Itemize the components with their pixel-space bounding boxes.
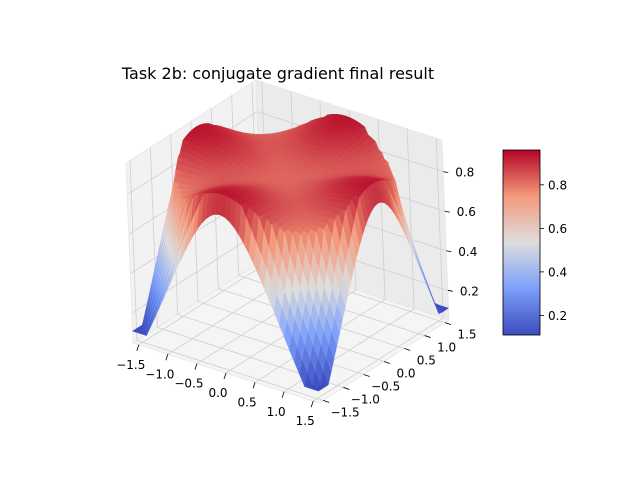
colorbar: 0.2 0.4 0.6 0.8 [503,150,567,335]
y-tick-mark-3 [384,362,390,364]
colorbar-tick-label-1: 0.4 [548,265,567,279]
x-tick-mark-1 [166,354,168,360]
x-tick-mark-0 [137,345,139,351]
z-tick-label-2: 0.6 [457,205,476,219]
z-tick-mark-3 [443,172,448,173]
colorbar-tick-label-3: 0.8 [548,178,567,192]
y-tick-label-2: −0.5 [371,379,400,393]
y-tick-label-4: 0.5 [417,354,436,368]
colorbar-tick-label-2: 0.6 [548,222,567,236]
y-tick-label-3: 0.0 [396,367,415,381]
x-tick-mark-3 [224,373,226,379]
colorbar-tick-label-0: 0.2 [548,309,567,323]
x-tick-label-4: 0.5 [238,395,257,409]
z-tick-label-1: 0.4 [458,245,477,259]
x-tick-label-2: −0.5 [174,377,203,391]
z-tick-mark-0 [448,290,453,291]
y-tick-mark-2 [364,374,370,376]
z-tick-mark-2 [445,211,450,212]
z-tick-label-3: 0.8 [455,166,474,180]
y-tick-mark-4 [404,349,410,351]
x-tick-mark-2 [195,364,197,370]
y-tick-mark-0 [323,400,329,402]
x-tick-mark-6 [311,401,313,407]
x-tick-mark-4 [253,382,255,388]
y-tick-mark-1 [343,387,349,389]
colorbar-gradient [503,150,540,335]
y-tick-label-0: −1.5 [330,405,359,419]
x-tick-label-3: 0.0 [208,386,227,400]
y-tick-mark-5 [425,336,431,338]
y-tick-label-5: 1.0 [437,341,456,355]
y-tick-label-6: 1.5 [457,328,476,342]
z-tick-mark-1 [446,251,451,252]
chart-title: Task 2b: conjugate gradient final result [121,64,434,83]
x-tick-label-0: −1.5 [116,358,145,372]
y-tick-label-1: −1.0 [351,392,380,406]
y-tick-mark-6 [445,323,451,325]
x-tick-label-6: 1.5 [296,414,315,428]
x-tick-mark-5 [282,392,284,398]
z-tick-label-0: 0.2 [460,284,479,298]
x-tick-label-1: −1.0 [145,367,174,381]
x-tick-label-5: 1.0 [267,405,286,419]
